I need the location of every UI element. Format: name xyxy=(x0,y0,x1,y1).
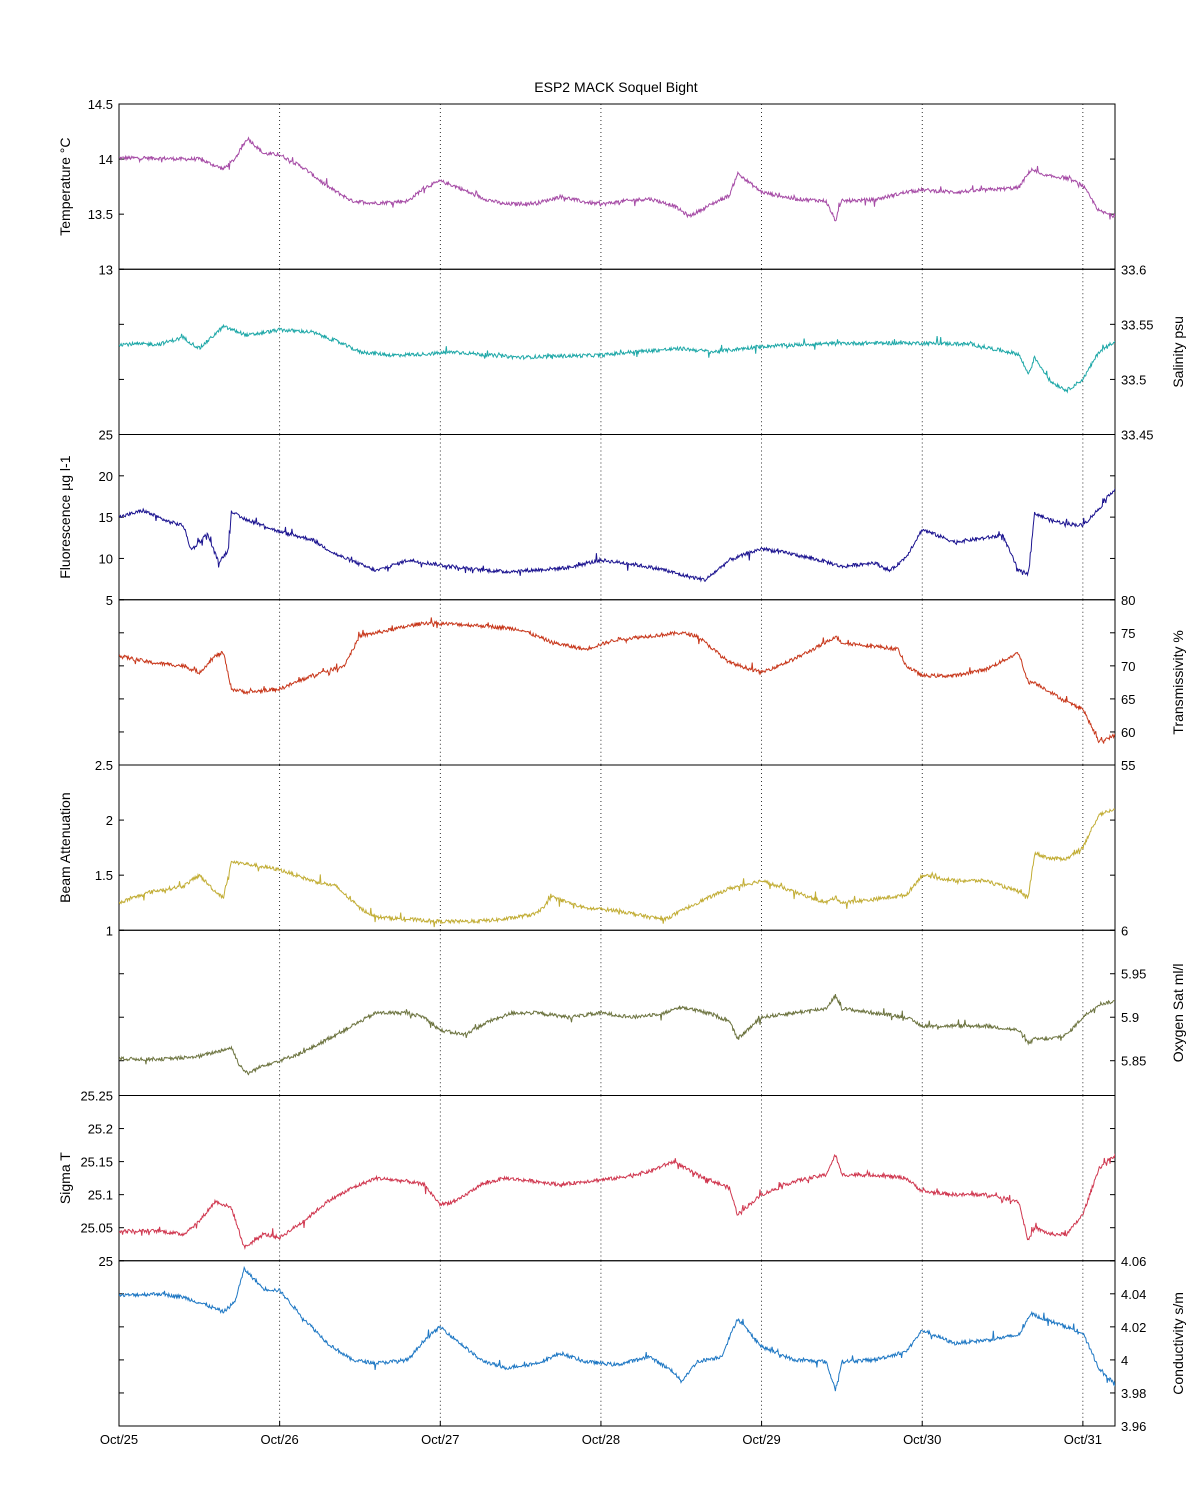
y-tick-label: 4.02 xyxy=(1121,1320,1146,1335)
x-tick-label: Oct/30 xyxy=(903,1432,941,1447)
y-tick-label: 25.15 xyxy=(80,1155,113,1170)
y-tick-label: 3.98 xyxy=(1121,1386,1146,1401)
y-tick-label: 5 xyxy=(106,593,113,608)
x-tick-label: Oct/29 xyxy=(742,1432,780,1447)
y-tick-label: 25.25 xyxy=(80,1089,113,1104)
panel-beam_attenuation: 1 1.5 2 2.5 Beam Attenuation xyxy=(57,758,1116,938)
y-tick-label: 4.04 xyxy=(1121,1287,1146,1302)
y-tick-label: 75 xyxy=(1121,626,1135,641)
y-tick-label: 14.5 xyxy=(88,97,113,112)
y-tick-label: 1.5 xyxy=(95,868,113,883)
panel-frame xyxy=(118,1260,1116,1427)
y-tick-label: 15 xyxy=(99,510,113,525)
y-tick-label: 55 xyxy=(1121,758,1135,773)
y-tick-label: 1 xyxy=(106,923,113,938)
y-tick-label: 60 xyxy=(1121,725,1135,740)
series-line-conductivity xyxy=(119,1265,1115,1392)
panel-conductivity: 3.96 3.98 4 4.02 4.04 4.06 Conductivity s/m xyxy=(118,1254,1186,1434)
x-tick-label: Oct/25 xyxy=(100,1432,138,1447)
y-tick-label: 80 xyxy=(1121,593,1135,608)
panel-salinity: 33.45 33.5 33.55 33.6 Salinity psu xyxy=(118,262,1186,443)
axis-label-temperature: Temperature °C xyxy=(57,138,73,236)
series-line-transmissivity xyxy=(119,617,1115,744)
y-tick-label: 25 xyxy=(99,1254,113,1269)
y-tick-label: 33.45 xyxy=(1121,428,1154,443)
y-tick-label: 25.2 xyxy=(88,1122,113,1137)
series-line-temperature xyxy=(119,136,1115,222)
y-tick-label: 6 xyxy=(1121,923,1128,938)
series-line-oxygen xyxy=(119,994,1115,1076)
axis-label-conductivity: Conductivity s/m xyxy=(1170,1292,1186,1395)
y-tick-label: 14 xyxy=(99,152,113,167)
y-tick-label: 33.5 xyxy=(1121,372,1146,387)
x-tick-label: Oct/31 xyxy=(1064,1432,1102,1447)
series-line-beam_attenuation xyxy=(119,808,1115,928)
x-tick-label: Oct/26 xyxy=(260,1432,298,1447)
axis-label-salinity: Salinity psu xyxy=(1170,316,1186,388)
series-line-salinity xyxy=(119,323,1115,394)
y-tick-label: 13 xyxy=(99,262,113,277)
y-tick-label: 2.5 xyxy=(95,758,113,773)
panel-sigma_t: 25 25.05 25.1 25.15 25.2 25.25 Sigma T xyxy=(57,1089,1116,1269)
x-tick-label: Oct/27 xyxy=(421,1432,459,1447)
y-tick-label: 20 xyxy=(99,469,113,484)
y-tick-label: 5.95 xyxy=(1121,967,1146,982)
y-tick-label: 33.6 xyxy=(1121,262,1146,277)
y-tick-label: 4.06 xyxy=(1121,1254,1146,1269)
y-tick-label: 3.96 xyxy=(1121,1419,1146,1434)
x-axis: Oct/25 Oct/26 Oct/27 Oct/28 Oct/29 Oct/30 Oct/… xyxy=(100,1421,1102,1447)
y-tick-label: 5.9 xyxy=(1121,1010,1139,1025)
y-tick-label: 25.1 xyxy=(88,1188,113,1203)
y-tick-label: 5.85 xyxy=(1121,1054,1146,1069)
series-line-sigma_t xyxy=(119,1153,1115,1251)
chart-title: ESP2 MACK Soquel Bight xyxy=(534,79,698,95)
axis-label-oxygen: Oxygen Sat ml/l xyxy=(1170,963,1186,1062)
y-tick-label: 10 xyxy=(99,551,113,566)
axis-label-fluorescence: Fluorescence µg l-1 xyxy=(57,455,73,578)
y-tick-label: 2 xyxy=(106,813,113,828)
series-line-fluorescence xyxy=(119,488,1115,583)
y-tick-label: 70 xyxy=(1121,659,1135,674)
y-tick-label: 25 xyxy=(99,428,113,443)
y-tick-label: 4 xyxy=(1121,1353,1128,1368)
y-tick-label: 13.5 xyxy=(88,207,113,222)
y-tick-label: 65 xyxy=(1121,692,1135,707)
x-tick-label: Oct/28 xyxy=(582,1432,620,1447)
y-tick-label: 25.05 xyxy=(80,1221,113,1236)
y-tick-label: 33.55 xyxy=(1121,317,1154,332)
axis-label-beam_attenuation: Beam Attenuation xyxy=(57,792,73,903)
axis-label-sigma_t: Sigma T xyxy=(57,1152,73,1204)
panel-fluorescence: 5 10 15 20 25 Fluorescence µg l-1 xyxy=(57,428,1116,608)
axis-label-transmissivity: Transmissivity % xyxy=(1170,630,1186,735)
